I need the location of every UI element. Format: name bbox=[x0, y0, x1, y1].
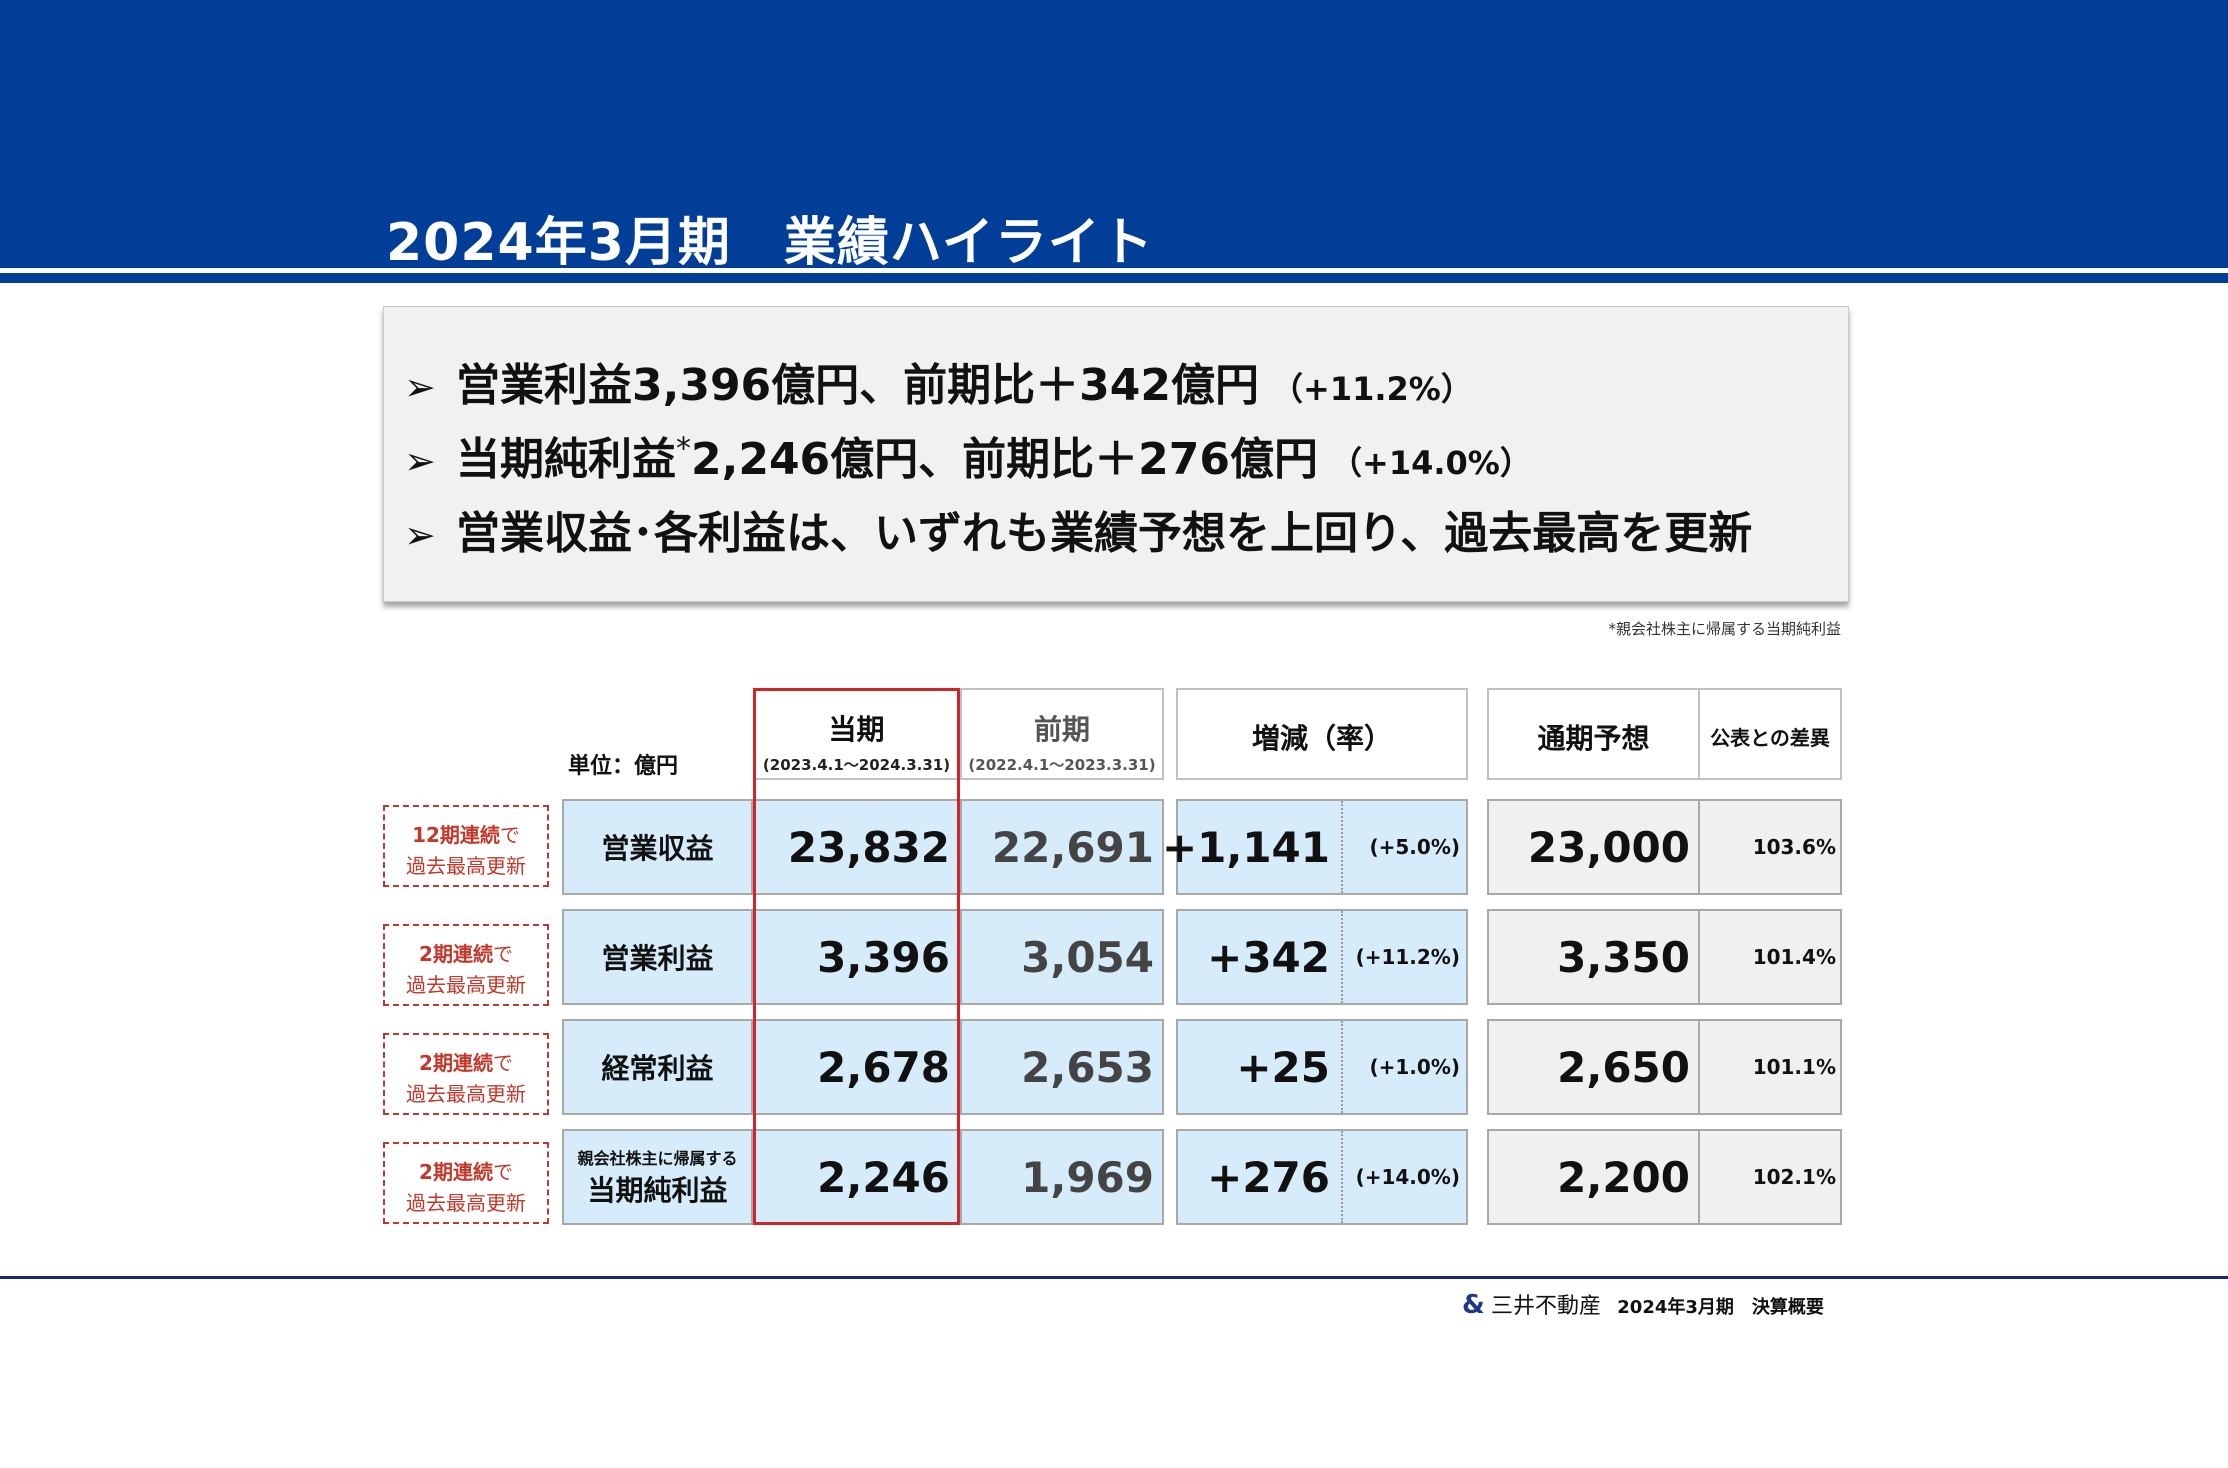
summary-box: ➢ 営業利益3,396億円、前期比＋342億円 （+11.2%） ➢ 当期純利益*2,… bbox=[383, 306, 1849, 602]
header-divider bbox=[0, 268, 2228, 273]
record-badge: 2期連続で 過去最高更新 bbox=[383, 924, 549, 1006]
column-header-change: 増減（率） bbox=[1176, 688, 1468, 780]
record-badge: 2期連続で 過去最高更新 bbox=[383, 1033, 549, 1115]
footnote: *親会社株主に帰属する当期純利益 bbox=[1608, 620, 1841, 638]
header-band bbox=[0, 0, 2228, 268]
forecast-cell: 2,650 bbox=[1487, 1019, 1700, 1115]
current-value-cell: 23,832 bbox=[753, 799, 960, 895]
change-cell: +276 (+14.0%) bbox=[1176, 1129, 1468, 1225]
company-logo-icon: & bbox=[1462, 1290, 1485, 1320]
previous-value-cell: 22,691 bbox=[960, 799, 1164, 895]
forecast-cell: 23,000 bbox=[1487, 799, 1700, 895]
change-cell: +25 (+1.0%) bbox=[1176, 1019, 1468, 1115]
current-value-cell: 2,678 bbox=[753, 1019, 960, 1115]
record-badge: 2期連続で 過去最高更新 bbox=[383, 1142, 549, 1224]
diff-cell: 101.4% bbox=[1698, 909, 1842, 1005]
summary-item-record: ➢ 営業収益･各利益は、いずれも業績予想を上回り、過去最高を更新 bbox=[404, 508, 1753, 559]
forecast-cell: 2,200 bbox=[1487, 1129, 1700, 1225]
company-name: 三井不動産 bbox=[1490, 1294, 1601, 1319]
row-label-cell: 親会社株主に帰属する 当期純利益 bbox=[562, 1129, 753, 1225]
unit-label: 単位：億円 bbox=[568, 754, 679, 779]
column-header-forecast: 通期予想 bbox=[1487, 688, 1700, 780]
diff-cell: 101.1% bbox=[1698, 1019, 1842, 1115]
current-value-cell: 3,396 bbox=[753, 909, 960, 1005]
previous-value-cell: 1,969 bbox=[960, 1129, 1164, 1225]
footer: & 三井不動産 2024年3月期 決算概要 bbox=[1462, 1288, 1824, 1320]
summary-item-net-income: ➢ 当期純利益*2,246億円、前期比＋276億円 （+14.0%） bbox=[404, 431, 1532, 485]
diff-cell: 102.1% bbox=[1698, 1129, 1842, 1225]
change-cell: +1,141 (+5.0%) bbox=[1162, 799, 1468, 895]
page-title: 2024年3月期 業績ハイライト bbox=[386, 213, 1154, 273]
record-badge: 12期連続で 過去最高更新 bbox=[383, 805, 549, 887]
bullet-arrow-icon: ➢ bbox=[404, 365, 436, 409]
row-label-cell: 営業収益 bbox=[562, 799, 753, 895]
column-header-current: 当期 (2023.4.1～2024.3.31) bbox=[753, 688, 960, 780]
summary-item-operating-income: ➢ 営業利益3,396億円、前期比＋342億円 （+11.2%） bbox=[404, 360, 1473, 411]
forecast-cell: 3,350 bbox=[1487, 909, 1700, 1005]
row-label-cell: 営業利益 bbox=[562, 909, 753, 1005]
header-divider-lower bbox=[0, 273, 2228, 283]
column-header-diff: 公表との差異 bbox=[1698, 688, 1842, 780]
previous-value-cell: 2,653 bbox=[960, 1019, 1164, 1115]
previous-value-cell: 3,054 bbox=[960, 909, 1164, 1005]
row-label-cell: 経常利益 bbox=[562, 1019, 753, 1115]
change-cell: +342 (+11.2%) bbox=[1176, 909, 1468, 1005]
diff-cell: 103.6% bbox=[1698, 799, 1842, 895]
column-header-previous: 前期 (2022.4.1～2023.3.31) bbox=[960, 688, 1164, 780]
footer-divider bbox=[0, 1276, 2228, 1279]
document-name: 2024年3月期 決算概要 bbox=[1617, 1297, 1824, 1318]
current-value-cell: 2,246 bbox=[753, 1129, 960, 1225]
bullet-arrow-icon: ➢ bbox=[404, 513, 436, 557]
bullet-arrow-icon: ➢ bbox=[404, 439, 436, 483]
